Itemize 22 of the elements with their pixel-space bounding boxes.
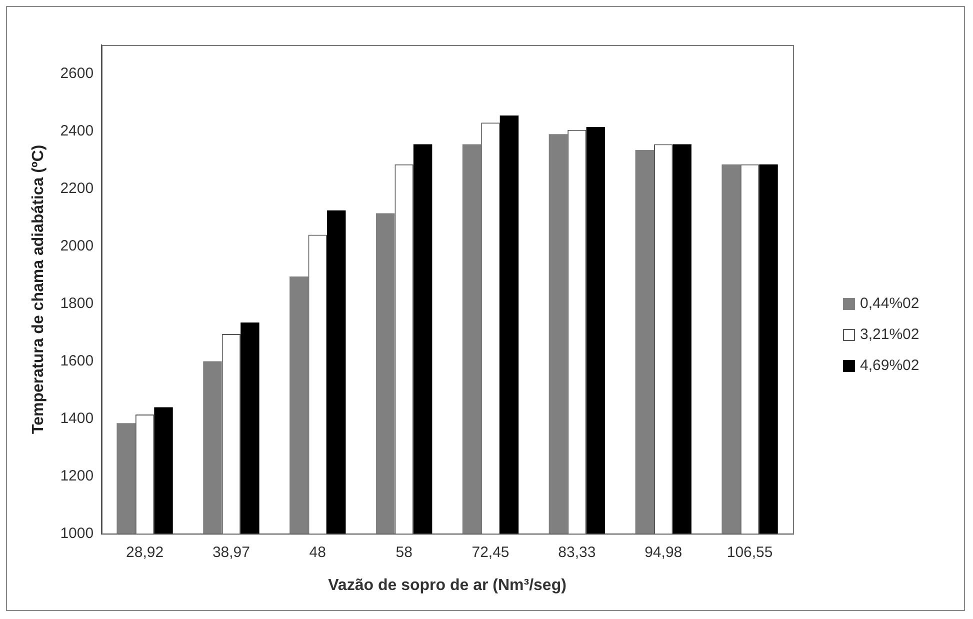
y-tick-label: 1800 <box>60 294 94 312</box>
x-tick-label: 106,55 <box>726 544 773 561</box>
x-tick-label: 28,92 <box>126 544 164 561</box>
y-tick-label: 2400 <box>60 122 94 140</box>
y-tick-label: 1200 <box>60 467 94 484</box>
x-tick-label: 72,45 <box>472 544 510 561</box>
x-tick-label: 38,97 <box>212 544 250 561</box>
y-tick-label: 1400 <box>60 410 94 427</box>
y-tick-label: 1600 <box>60 352 94 370</box>
legend-label: 4,69%02 <box>860 357 920 374</box>
x-tick-label: 58 <box>396 544 412 561</box>
y-tick-label: 2000 <box>60 237 94 254</box>
x-tick-label: 94,98 <box>644 544 682 561</box>
y-axis-title: Temperatura de chama adiabática (ºC) <box>30 144 48 434</box>
x-tick-label: 48 <box>309 544 326 561</box>
legend-label: 0,44%02 <box>860 295 920 312</box>
y-tick-label: 2600 <box>60 64 94 82</box>
text: 3,21%02 <box>860 326 920 343</box>
y-tick-label: 2200 <box>60 180 94 197</box>
x-tick-label: 83,33 <box>558 544 596 561</box>
x-axis-title: Vazão de sopro de ar (Nm³/seg) <box>328 576 566 594</box>
y-tick-label: 1000 <box>60 524 94 542</box>
